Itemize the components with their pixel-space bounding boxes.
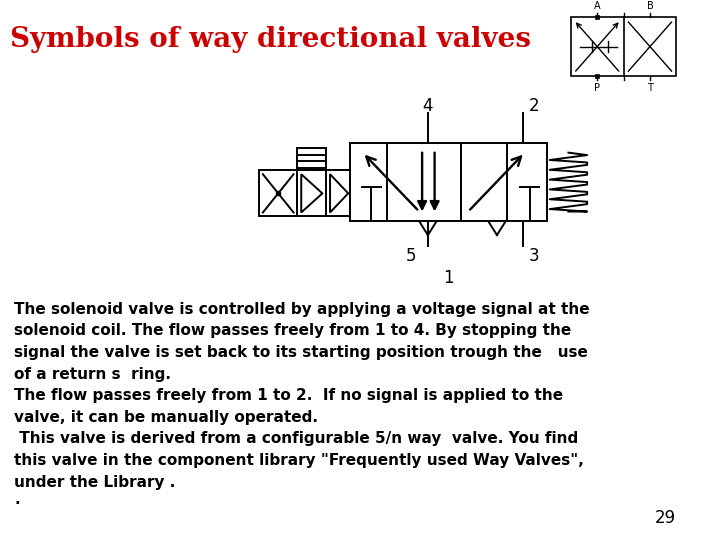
Text: The solenoid valve is controlled by applying a voltage signal at the
solenoid co: The solenoid valve is controlled by appl… [14,302,590,490]
Bar [571,17,676,76]
Text: 5: 5 [405,247,416,265]
Text: B: B [647,1,653,11]
Bar [259,170,297,217]
Bar [595,74,599,78]
Text: 4: 4 [423,97,433,114]
Text: 29: 29 [655,509,676,527]
Bar [595,15,599,19]
Text: T: T [647,83,653,93]
Text: P: P [594,83,600,93]
Bar [350,143,461,221]
Text: .: . [14,492,20,507]
Bar [297,170,350,217]
Bar [297,148,326,170]
Bar [461,143,547,221]
Text: 1: 1 [444,269,454,287]
Text: Symbols of way directional valves: Symbols of way directional valves [9,26,531,53]
Text: A: A [594,1,600,11]
Text: 3: 3 [529,247,540,265]
Text: 2: 2 [529,97,540,114]
